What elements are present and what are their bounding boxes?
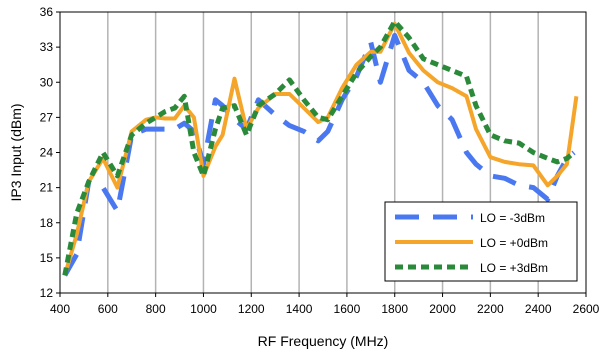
x-tick-label: 400 [50, 302, 70, 316]
y-tick-label: 27 [40, 110, 54, 124]
y-tick-label: 30 [40, 75, 54, 89]
legend-label-2: LO = +0dBm [480, 236, 548, 250]
series-lines [62, 18, 579, 277]
x-tick-label: 2400 [525, 302, 552, 316]
legend: LO = -3dBm LO = +0dBm LO = +3dBm [384, 201, 578, 282]
series-line-1 [62, 32, 576, 277]
y-tick-label: 15 [40, 251, 54, 265]
y-tick-label: 12 [40, 286, 54, 300]
legend-label-3: LO = +3dBm [480, 261, 548, 275]
x-tick-label: 600 [98, 302, 118, 316]
x-tick-label: 2000 [429, 302, 456, 316]
y-tick-label: 36 [40, 5, 54, 19]
y-axis-title: IP3 Input (dBm) [8, 103, 24, 201]
x-tick-label: 2600 [573, 302, 600, 316]
x-tick-label: 1800 [381, 302, 408, 316]
y-tick-label: 18 [40, 216, 54, 230]
x-axis-ticks: 400 600 800 1000 1200 1400 1600 1800 2000 2200 240… [50, 293, 600, 316]
y-tick-label: 24 [40, 146, 54, 160]
x-tick-label: 1200 [238, 302, 265, 316]
y-tick-label: 33 [40, 40, 54, 54]
x-tick-label: 1600 [334, 302, 361, 316]
legend-label-1: LO = -3dBm [480, 211, 545, 225]
x-axis-title: RF Frequency (MHz) [258, 333, 389, 349]
x-tick-label: 1000 [190, 302, 217, 316]
x-tick-label: 800 [146, 302, 166, 316]
series-line-3 [62, 18, 576, 276]
x-tick-label: 1400 [286, 302, 313, 316]
y-axis-ticks: 12 15 18 21 24 27 30 33 36 [40, 5, 60, 300]
y-tick-label: 21 [40, 181, 54, 195]
x-tick-label: 2200 [477, 302, 504, 316]
